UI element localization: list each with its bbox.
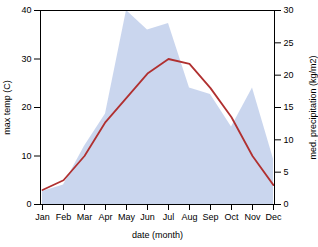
svg-text:max temp (C): max temp (C) — [2, 80, 12, 135]
svg-text:Oct: Oct — [224, 212, 239, 222]
svg-text:Aug: Aug — [181, 212, 197, 222]
svg-text:40: 40 — [21, 5, 31, 15]
svg-text:May: May — [118, 212, 136, 222]
svg-text:Dec: Dec — [265, 212, 282, 222]
svg-text:Sep: Sep — [202, 212, 218, 222]
svg-text:date (month): date (month) — [132, 230, 183, 240]
svg-text:med. precipitation (kg/m2): med. precipitation (kg/m2) — [308, 55, 318, 159]
svg-text:0: 0 — [26, 199, 31, 209]
svg-text:5: 5 — [284, 167, 289, 177]
svg-text:Jan: Jan — [35, 212, 50, 222]
svg-text:15: 15 — [284, 102, 294, 112]
svg-text:Feb: Feb — [56, 212, 72, 222]
svg-text:0: 0 — [284, 199, 289, 209]
svg-text:25: 25 — [284, 38, 294, 48]
svg-text:Jun: Jun — [140, 212, 155, 222]
svg-text:20: 20 — [284, 70, 294, 80]
svg-text:Jul: Jul — [163, 212, 175, 222]
svg-text:30: 30 — [21, 54, 31, 64]
svg-text:20: 20 — [21, 102, 31, 112]
svg-text:10: 10 — [284, 135, 294, 145]
svg-text:10: 10 — [21, 151, 31, 161]
svg-text:Mar: Mar — [77, 212, 93, 222]
svg-text:Apr: Apr — [98, 212, 112, 222]
svg-text:30: 30 — [284, 5, 294, 15]
svg-text:Nov: Nov — [244, 212, 261, 222]
